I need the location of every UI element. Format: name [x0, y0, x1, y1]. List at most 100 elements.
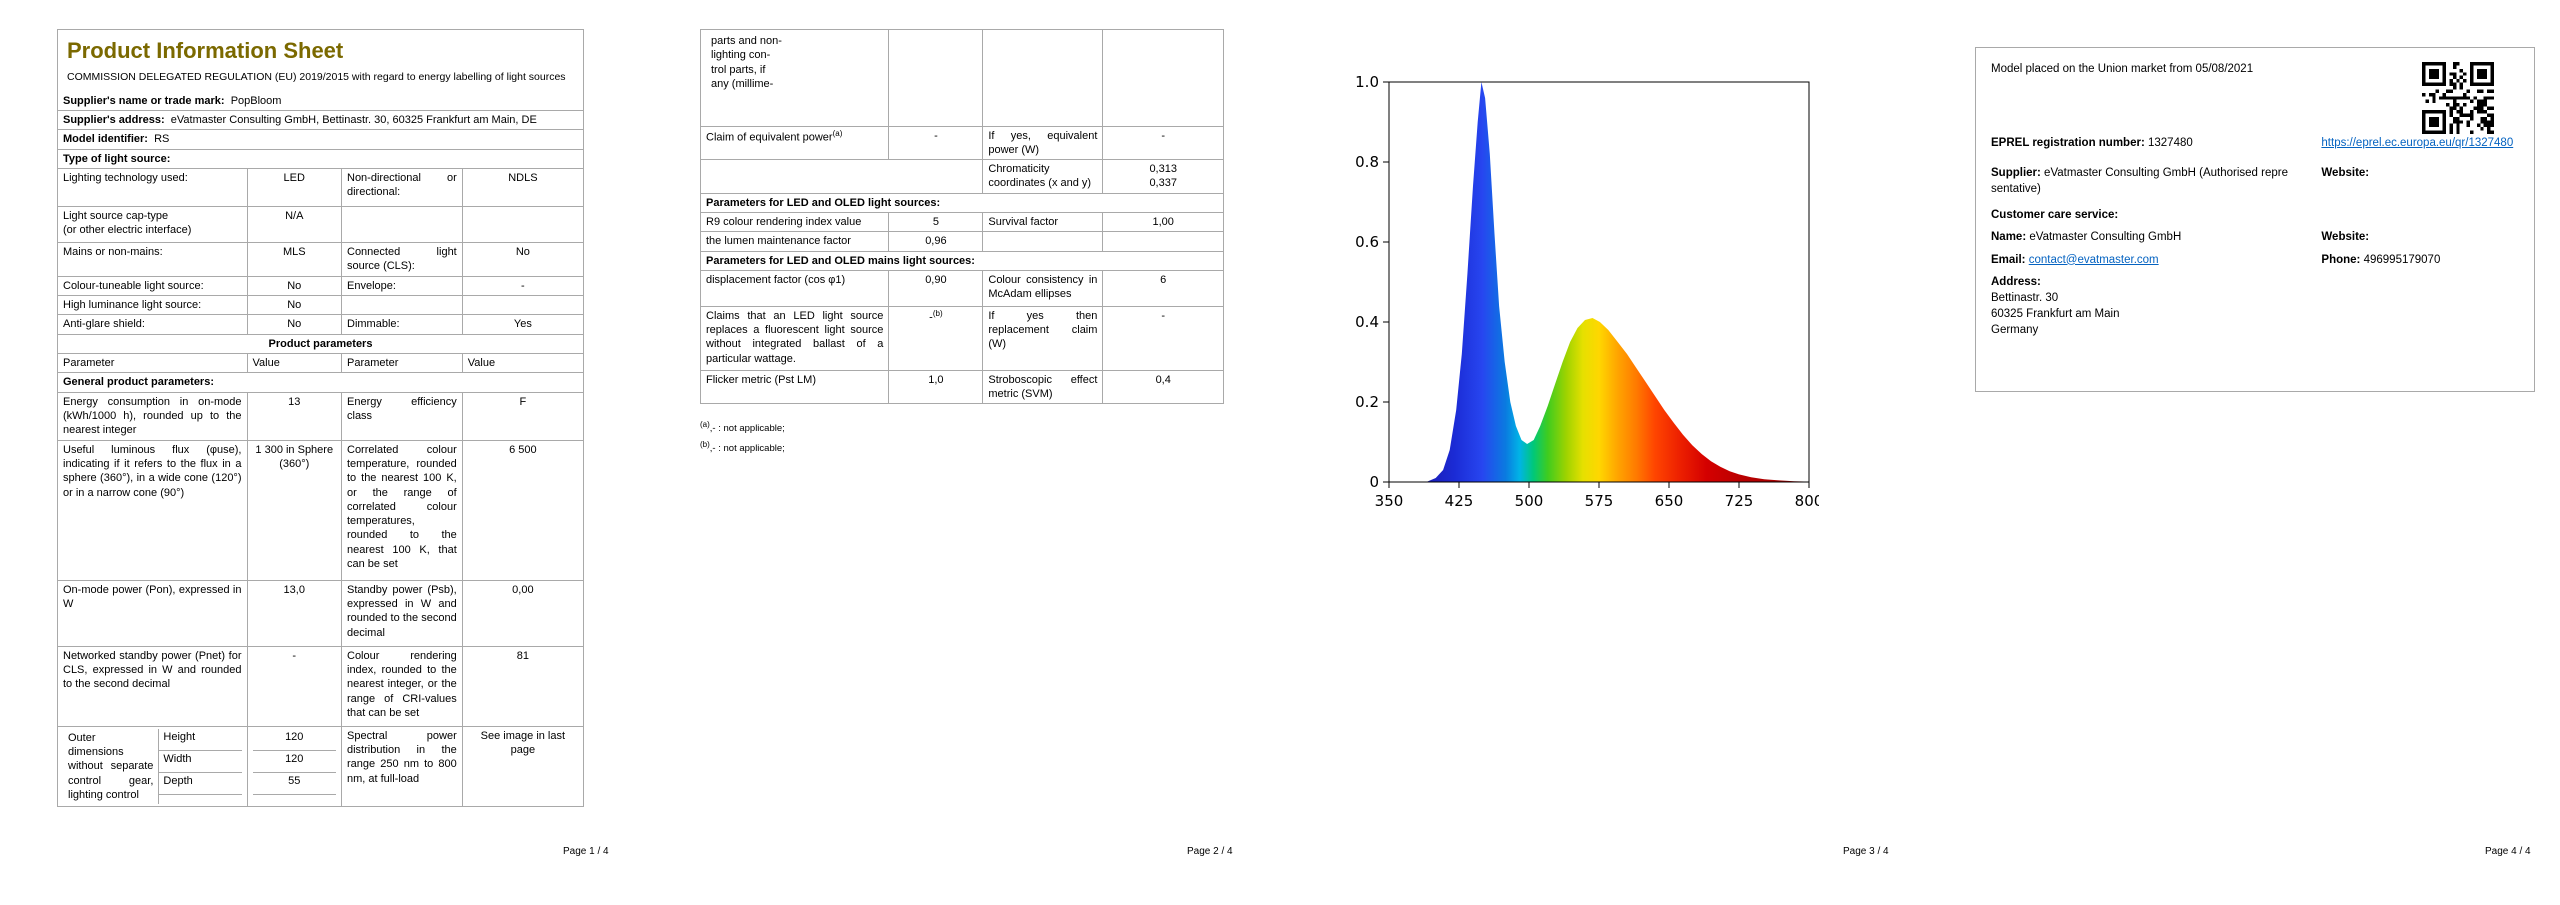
directional-value: NDLS — [461, 167, 584, 207]
onmode-power-label: On-mode power (Pon), expressed in W — [57, 579, 248, 647]
dim-width-value: 120 — [252, 751, 336, 773]
page-3: 350 425 500 575 650 725 800 0 0.2 0.4 0.6 0.8 1.0 — [1329, 67, 1823, 522]
luminous-flux-value: 1 300 in Sphere (360°) — [246, 439, 342, 581]
fluorescent-claim-value: -(b) — [888, 305, 984, 371]
email-link[interactable]: contact@evatmaster.com — [2028, 253, 2159, 266]
envelope-value: - — [461, 275, 584, 297]
onmode-power-value: 13,0 — [246, 579, 342, 647]
market-placement-line: Model placed on the Union market from 05… — [1991, 63, 2254, 75]
outer-dimensions-label: Outer dimensions without separate contro… — [68, 731, 154, 801]
table-row: Light source cap-type (or other electric… — [57, 205, 584, 243]
table-row: Product parameters — [57, 333, 584, 355]
antiglare-value: No — [246, 314, 342, 335]
energy-consumption-label: Energy consumption in on-mode (kWh/1000 … — [57, 391, 248, 441]
colour-consistency-label: Colour consistency in McAdam ellipses — [982, 269, 1104, 307]
lumen-maintenance-label: the lumen maintenance factor — [700, 231, 890, 252]
product-info-table-continued: parts and non- lighting con- trol parts,… — [700, 29, 1224, 404]
replacement-claim-label: If yes then replacement claim (W) — [982, 305, 1104, 371]
general-parameters-header: General product parameters: — [57, 372, 584, 393]
model-identifier-value: RS — [154, 133, 170, 146]
standby-power-value: 0,00 — [461, 579, 584, 647]
address-label: Address: — [1991, 275, 2041, 288]
table-row: Parameters for LED and OLED mains light … — [700, 250, 1224, 271]
svg-text:0.2: 0.2 — [1355, 393, 1379, 411]
svg-text:0.4: 0.4 — [1355, 313, 1379, 331]
svg-text:350: 350 — [1375, 492, 1404, 510]
cri-value: 81 — [461, 645, 584, 727]
model-identifier-label: Model identifier: — [63, 133, 148, 146]
chromaticity-value: 0,313 0,337 — [1102, 159, 1224, 194]
dimension-sublabels: Height Width Depth — [158, 728, 242, 805]
claim-equivalent-power-value: - — [888, 125, 984, 161]
table-row: the lumen maintenance factor 0,96 — [700, 231, 1224, 252]
outer-dimensions-cell: Outer dimensions without separate contro… — [57, 725, 248, 807]
r9-value: 5 — [888, 211, 984, 233]
survival-factor-label: Survival factor — [982, 211, 1104, 233]
page3-footer: Page 3 / 4 — [1843, 846, 1889, 857]
equiv-power-value: - — [1102, 125, 1224, 161]
table-row: Supplier's name or trade mark: PopBloom — [57, 91, 584, 111]
table-row: Useful luminous flux (φuse), indicating … — [57, 439, 584, 581]
svg-text:575: 575 — [1585, 492, 1614, 510]
product-info-table: Supplier's name or trade mark: PopBloom … — [57, 91, 584, 807]
luminous-flux-label: Useful luminous flux (φuse), indicating … — [57, 439, 248, 581]
type-of-light-source-header: Type of light source: — [57, 148, 584, 169]
replacement-claim-value: - — [1102, 305, 1224, 371]
antiglare-label: Anti-glare shield: — [57, 314, 248, 335]
svg-text:500: 500 — [1515, 492, 1544, 510]
envelope-label: Envelope: — [341, 275, 463, 297]
page-4: Model placed on the Union market from 05… — [1975, 47, 2535, 392]
dim-width-label: Width — [159, 751, 242, 773]
value-col1-header: Value — [246, 353, 342, 374]
page2-footer: Page 2 / 4 — [1187, 846, 1233, 857]
svm-value: 0,4 — [1102, 369, 1224, 404]
spd-value: See image in last page — [461, 725, 584, 807]
table-row: displacement factor (cos φ1) 0,90 Colour… — [700, 269, 1224, 307]
page-2: parts and non- lighting con- trol parts,… — [700, 29, 1224, 457]
dim-depth-label: Depth — [159, 773, 242, 795]
led-oled-mains-header: Parameters for LED and OLED mains light … — [700, 250, 1224, 271]
table-row: R9 colour rendering index value 5 Surviv… — [700, 211, 1224, 233]
svg-text:0.6: 0.6 — [1355, 233, 1379, 251]
supplier-address-value: eVatmaster Consulting GmbH, Bettinastr. … — [170, 113, 537, 126]
claim-equivalent-power-label: Claim of equivalent power(a) — [700, 125, 890, 161]
lighting-tech-label: Lighting technology used: — [57, 167, 248, 207]
eprel-link[interactable]: https://eprel.ec.europa.eu/qr/1327480 — [2321, 137, 2514, 150]
flicker-metric-value: 1,0 — [888, 369, 984, 404]
cls-value: No — [461, 241, 584, 277]
svg-text:725: 725 — [1725, 492, 1754, 510]
table-row: Energy consumption in on-mode (kWh/1000 … — [57, 391, 584, 441]
care-phone-line: Phone: 496995179070 — [2321, 253, 2441, 266]
footnote-b: (b),- : not applicable; — [700, 439, 785, 454]
address-lines: Bettinastr. 30 60325 Frankfurt am Main G… — [1991, 291, 2120, 336]
chromaticity-label: Chromaticity coordinates (x and y) — [982, 159, 1104, 194]
supplier-address-label: Supplier's address: — [63, 113, 165, 126]
cap-type-value: N/A — [246, 205, 342, 243]
tuneable-value: No — [246, 275, 342, 297]
care-email-line: Email: contact@evatmaster.com — [1991, 253, 2159, 266]
regulation-subtitle: COMMISSION DELEGATED REGULATION (EU) 201… — [67, 71, 566, 83]
displacement-factor-label: displacement factor (cos φ1) — [700, 269, 890, 307]
table-row: Type of light source: — [57, 148, 584, 169]
dimmable-label: Dimmable: — [341, 314, 463, 335]
svm-label: Stroboscopic effect metric (SVM) — [982, 369, 1104, 404]
care-name-line: Name: eVatmaster Consulting GmbH — [1991, 231, 2182, 244]
table-row: Parameters for LED and OLED light source… — [700, 192, 1224, 213]
table-row: Anti-glare shield: No Dimmable: Yes — [57, 314, 584, 335]
spd-label: Spectral power distribution in the range… — [341, 725, 463, 807]
footnote-a: (a),- : not applicable; — [700, 420, 785, 435]
networked-standby-value: - — [246, 645, 342, 727]
lumen-maintenance-value: 0,96 — [888, 231, 984, 252]
svg-text:425: 425 — [1445, 492, 1474, 510]
table-row: On-mode power (Pon), expressed in W 13,0… — [57, 579, 584, 647]
svg-text:1.0: 1.0 — [1355, 73, 1379, 91]
product-parameters-header: Product parameters — [57, 333, 584, 355]
efficiency-class-value: F — [461, 391, 584, 441]
website-label-2: Website: — [2321, 231, 2370, 244]
dim-depth-value: 55 — [252, 773, 336, 795]
page4-footer: Page 4 / 4 — [2485, 846, 2531, 857]
equiv-power-label: If yes, equivalent power (W) — [982, 125, 1104, 161]
efficiency-class-label: Energy efficiency class — [341, 391, 463, 441]
table-row: Lighting technology used: LED Non-direct… — [57, 167, 584, 207]
customer-care-header: Customer care service: — [1991, 209, 2119, 222]
